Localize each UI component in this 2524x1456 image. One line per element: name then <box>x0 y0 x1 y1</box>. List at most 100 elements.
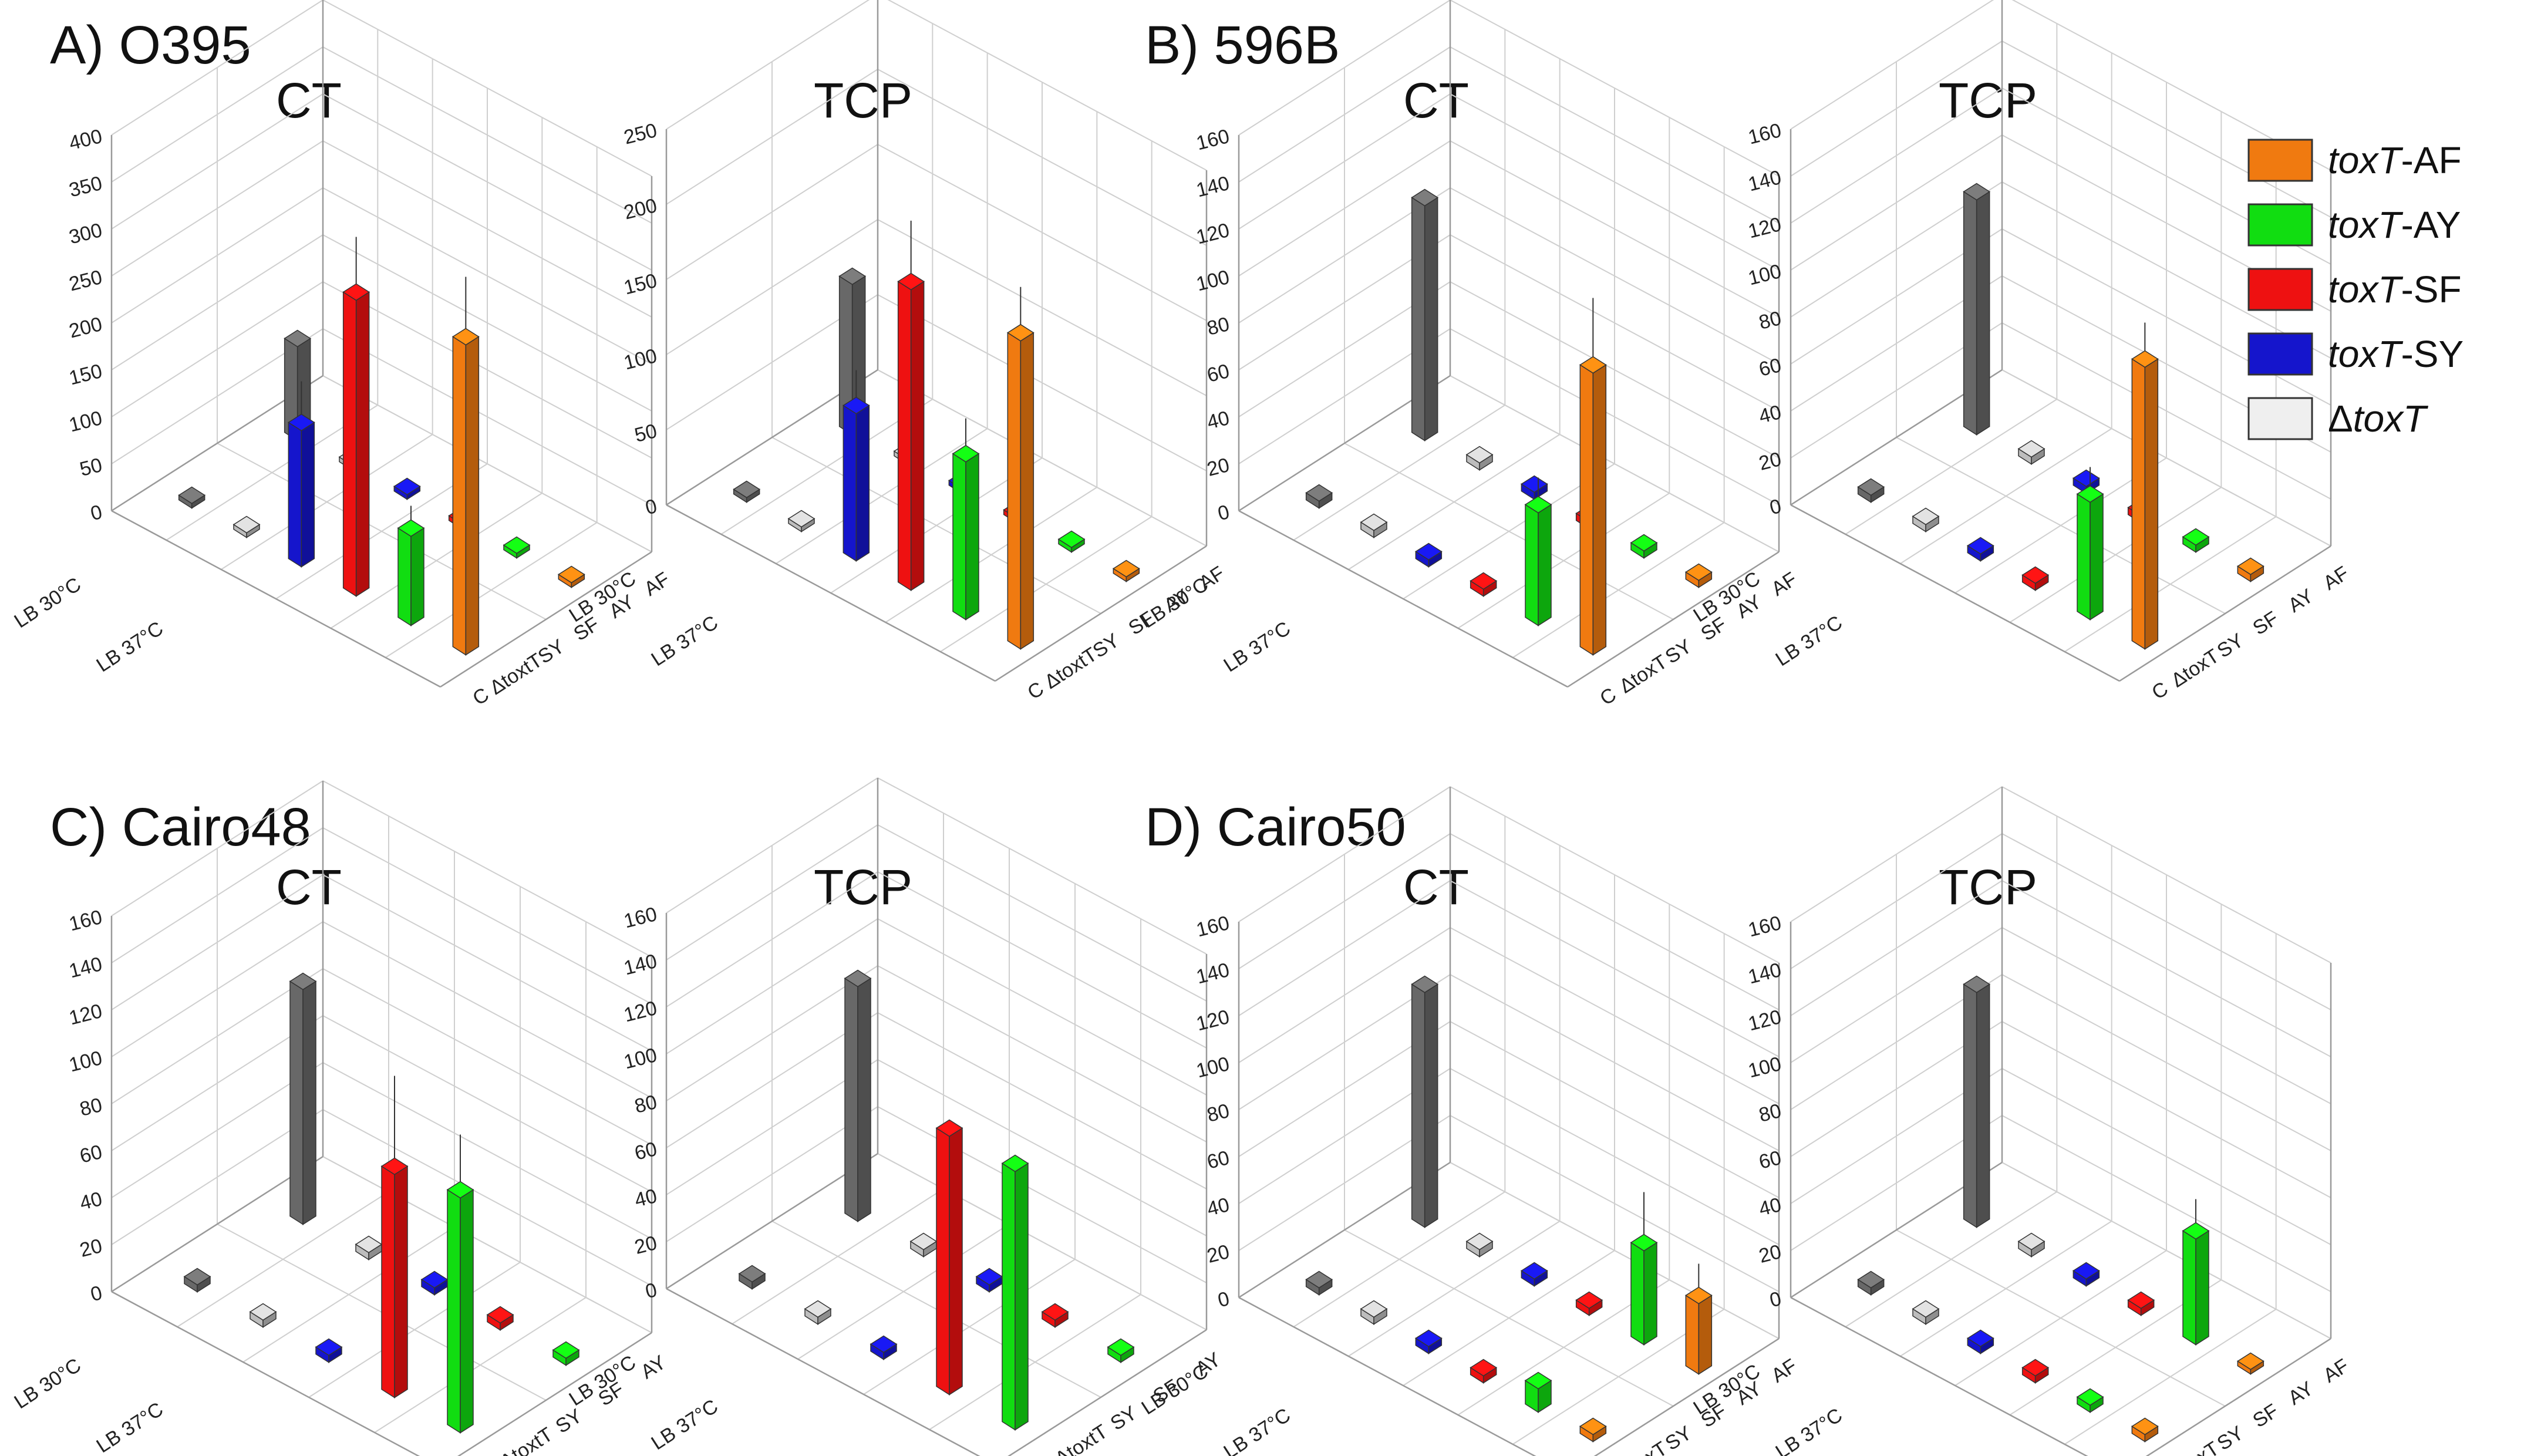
grid-line <box>1450 1162 1780 1339</box>
y-tick-label: 140 <box>1746 959 1784 989</box>
bar-lb30-af-front <box>1685 1295 1700 1375</box>
grid-line <box>217 443 547 620</box>
width-label: ΔtoxT <box>1615 651 1671 697</box>
bar-lb30-sy-top <box>393 477 421 496</box>
y-tick-label: 20 <box>77 1235 105 1262</box>
bar-lb37-sf-top <box>2021 566 2050 584</box>
y-tick-label: 350 <box>67 172 105 202</box>
bar-lb37-sf-front <box>381 1165 395 1398</box>
bar-lb37-ay-front <box>952 453 966 621</box>
y-tick-label: 100 <box>1746 1053 1784 1083</box>
bar-lb37-ay-side <box>1538 504 1552 626</box>
y-tick-label: 60 <box>1205 1147 1232 1174</box>
bar-lb30-dtoxt-top <box>1465 446 1494 464</box>
bar-lb37-af-front <box>1007 332 1022 650</box>
bar-lb30-dtoxt-top <box>2017 440 2046 458</box>
y-tick-label: 250 <box>622 119 659 149</box>
y-tick-label: 40 <box>1205 1194 1232 1221</box>
width-label: C <box>2148 678 2172 704</box>
bar-lb37-ay-front <box>447 1189 461 1434</box>
bar-lb30-ay-top <box>2182 528 2210 546</box>
chart-title-a-ct: CT <box>276 73 342 128</box>
grid-line <box>322 874 652 1051</box>
bar-lb37-af-front <box>452 336 467 656</box>
y-tick-label: 120 <box>67 1000 105 1030</box>
y-tick-label: 400 <box>67 125 105 155</box>
bar-lb37-sf-front <box>897 281 912 591</box>
bar-lb37-sf-top <box>380 1157 409 1175</box>
grid-line <box>771 437 1101 614</box>
depth-label: LB 37°C <box>648 611 722 670</box>
y-tick-label: 150 <box>67 360 105 390</box>
legend-label-sy: toxT-SY <box>2328 333 2464 375</box>
bar-lb37-ay-front <box>1002 1162 1016 1431</box>
bar-lb37-sy-side <box>301 422 315 568</box>
y-tick-label: 80 <box>77 1094 105 1121</box>
depth-label: LB 30°C <box>11 1354 85 1413</box>
y-tick-label: 160 <box>1746 119 1784 149</box>
depth-label: LB 37°C <box>648 1395 722 1454</box>
bar-lb30-sf-top <box>1575 1291 1603 1309</box>
chart-title-c-ct: CT <box>276 860 342 915</box>
y-tick-label: 160 <box>622 903 659 933</box>
y-tick-label: 140 <box>67 953 105 983</box>
grid-line <box>2001 369 2331 547</box>
bar-lb37-ay-front <box>1525 504 1539 626</box>
y-tick-label: 80 <box>1757 1100 1784 1127</box>
bar-lb30-c-front <box>844 978 858 1222</box>
bar-lb30-ay-side <box>1643 1242 1657 1346</box>
bar-lb37-ay-side <box>2090 493 2104 621</box>
bar-lb37-sf-top <box>2021 1359 2050 1377</box>
y-tick-label: 80 <box>1205 1100 1232 1127</box>
bar-lb37-sf-top <box>935 1119 963 1137</box>
bar-lb37-sf-front <box>342 291 357 597</box>
bar-lb30-c-top <box>838 267 867 285</box>
grid-line <box>322 968 652 1145</box>
depth-label: LB 37°C <box>93 1398 167 1456</box>
depth-label: LB 37°C <box>93 617 167 676</box>
grid-line <box>322 780 652 958</box>
bar-lb37-af-top <box>1579 1417 1607 1435</box>
axis-line <box>2119 545 2331 682</box>
bar-lb37-ay-front <box>2077 493 2091 621</box>
bar-lb30-c-side <box>1976 983 1990 1228</box>
width-label: AF <box>2319 1354 2353 1387</box>
width-label: SY <box>1107 1401 1141 1435</box>
bar-lb37-c-top <box>1305 1270 1333 1289</box>
axis-line <box>666 1288 980 1456</box>
legend-swatch-sf <box>2247 268 2313 311</box>
bar-lb37-c-top <box>738 1265 766 1283</box>
bar-lb37-ay-top <box>1524 1371 1552 1390</box>
y-tick-label: 0 <box>643 1279 659 1303</box>
bar-lb37-sf-side <box>355 291 370 597</box>
y-tick-label: 250 <box>67 266 105 296</box>
bar-lb30-c-top <box>1963 975 1991 993</box>
width-label: C <box>469 683 493 710</box>
bar-lb37-sf-side <box>949 1127 963 1396</box>
grid-line <box>322 1156 652 1333</box>
bar-lb37-af-top <box>1006 323 1034 342</box>
width-label: C <box>1023 678 1047 704</box>
bar-lb37-sy-top <box>1414 542 1443 561</box>
bar-lb37-ay-front <box>397 527 412 626</box>
chart-title-d-tcp: TCP <box>1939 860 2037 915</box>
bar-lb37-dtoxt-top <box>1912 507 1940 525</box>
y-tick-label: 40 <box>632 1185 659 1212</box>
y-tick-label: 200 <box>622 194 659 224</box>
grid-line <box>322 827 652 1005</box>
bar-lb37-sy-top <box>1966 537 1994 555</box>
y-tick-label: 50 <box>632 420 659 447</box>
y-tick-label: 60 <box>1205 360 1232 387</box>
chart-title-b-tcp: TCP <box>1939 73 2037 128</box>
grid-line <box>1344 1229 1674 1407</box>
width-label: SY <box>552 1404 587 1438</box>
legend: toxT-AF toxT-AY toxT-SF toxT-SY ΔtoxT <box>2247 139 2464 440</box>
bar-lb30-af-top <box>1112 560 1140 578</box>
y-tick-label: 0 <box>88 501 105 525</box>
bar-lb37-dtoxt-top <box>249 1303 277 1321</box>
y-tick-label: 120 <box>1746 213 1784 243</box>
bar-lb30-c-front <box>1963 191 1977 436</box>
y-tick-label: 120 <box>1194 1006 1232 1036</box>
